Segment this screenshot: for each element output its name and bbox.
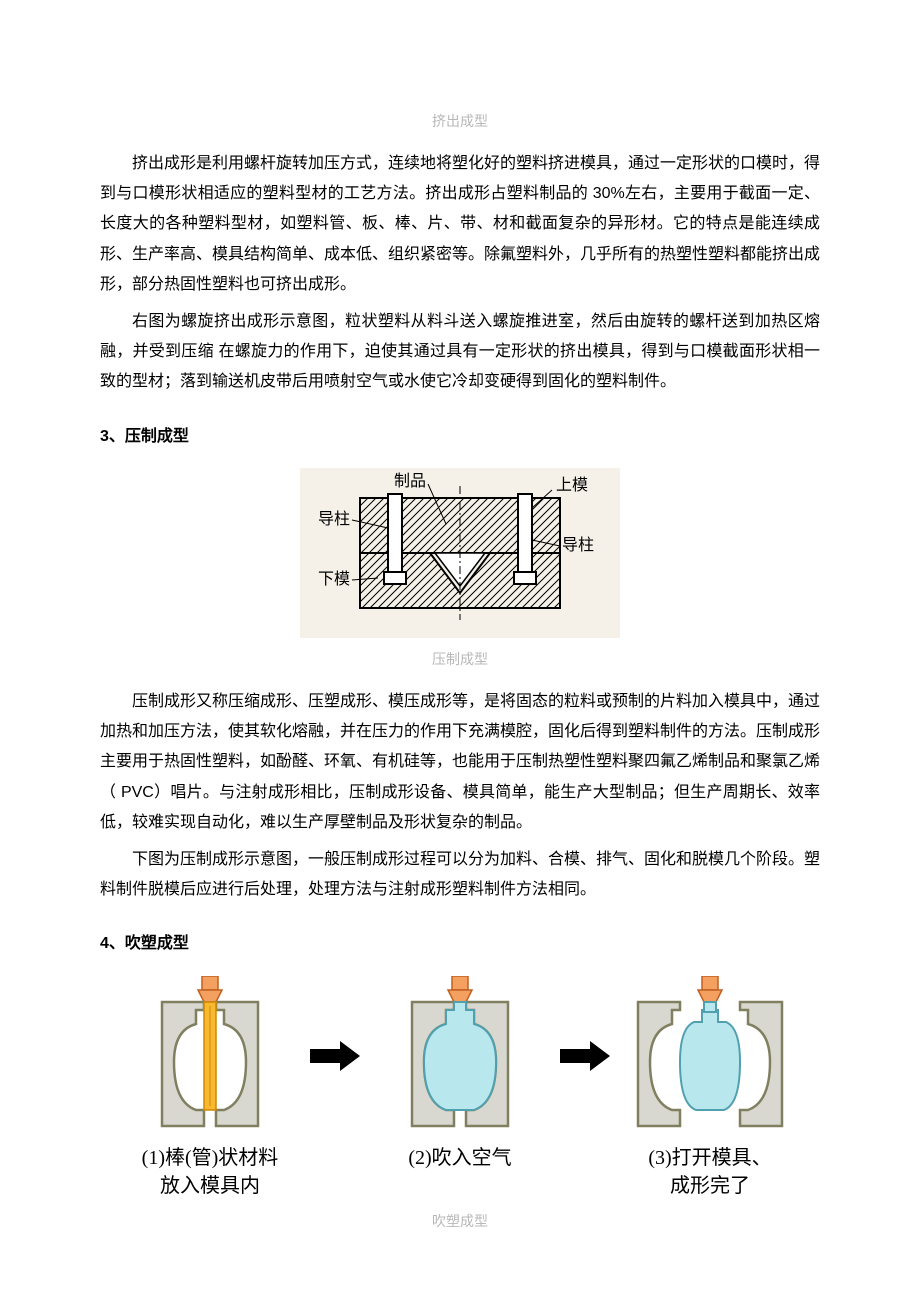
svg-text:导柱: 导柱 — [562, 536, 594, 554]
figure-compression-mold: 制品 上模 导柱 导柱 下模 — [100, 468, 820, 638]
arrow-1-icon — [310, 976, 360, 1136]
svg-text:导柱: 导柱 — [318, 510, 350, 528]
svg-text:上模: 上模 — [556, 476, 588, 494]
figure-blow-molding: (1)棒(管)状材料放入模具内 (2)吹入空气 (3)打开模 — [100, 976, 820, 1200]
paragraph-extrusion-1: 挤出成形是利用螺杆旋转加压方式，连续地将塑化好的塑料挤进模具，通过一定形状的口模… — [100, 149, 820, 301]
blow-step-1: (1)棒(管)状材料放入模具内 — [110, 976, 310, 1200]
arrow-2-icon — [560, 976, 610, 1136]
heading-blow: 4、吹塑成型 — [100, 929, 820, 959]
caption-extrusion: 挤出成型 — [100, 108, 820, 135]
svg-text:下模: 下模 — [318, 570, 350, 588]
blow-step-3: (3)打开模具、成形完了 — [610, 976, 810, 1200]
blow-step-2: (2)吹入空气 — [360, 976, 560, 1172]
blow-step-3-label: (3)打开模具、成形完了 — [610, 1144, 810, 1200]
caption-blow: 吹塑成型 — [100, 1208, 820, 1235]
blow-step-2-label: (2)吹入空气 — [360, 1144, 560, 1172]
paragraph-compression-2: 下图为压制成形示意图，一般压制成形过程可以分为加料、合模、排气、固化和脱模几个阶… — [100, 845, 820, 906]
paragraph-extrusion-2: 右图为螺旋挤出成形示意图，粒状塑料从料斗送入螺旋推进室，然后由旋转的螺杆送到加热… — [100, 307, 820, 398]
svg-text:制品: 制品 — [394, 472, 426, 490]
blow-step-1-label: (1)棒(管)状材料放入模具内 — [110, 1144, 310, 1200]
caption-compression: 压制成型 — [100, 646, 820, 673]
paragraph-compression-1: 压制成形又称压缩成形、压塑成形、模压成形等，是将固态的粒料或预制的片料加入模具中… — [100, 687, 820, 839]
heading-compression: 3、压制成型 — [100, 422, 820, 452]
